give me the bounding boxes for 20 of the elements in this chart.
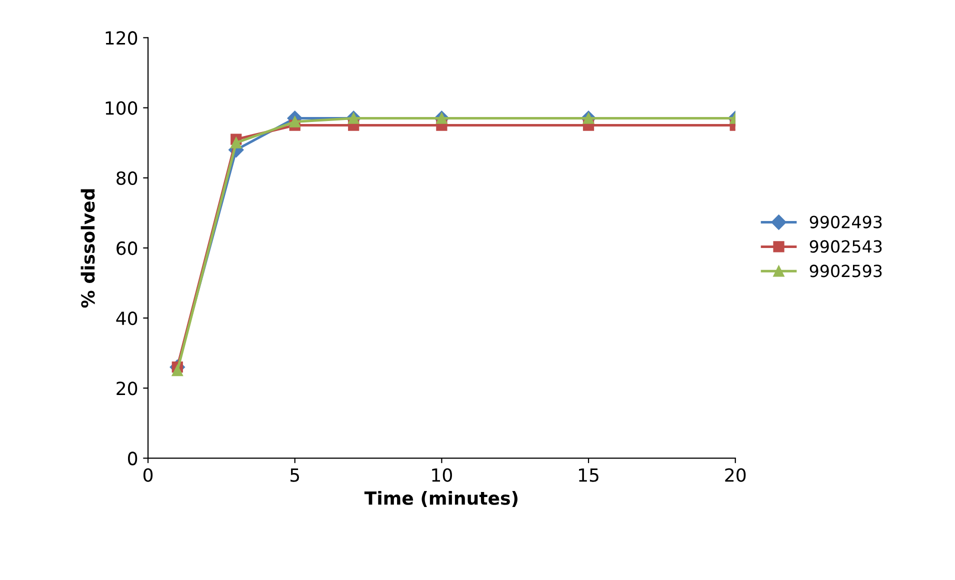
legend-label: 9902543 [810, 240, 882, 253]
y-tick-label: 100 [106, 101, 138, 115]
y-tick-label: 20 [116, 382, 138, 396]
y-tick-label: 0 [128, 452, 138, 466]
point [172, 365, 183, 376]
legend-label: 9902593 [810, 264, 882, 278]
y-tick-label: 60 [116, 241, 138, 256]
x-tick-label: 10 [432, 468, 452, 482]
x-tick-label: 5 [290, 468, 300, 482]
y-axis-title: % dissolved [80, 189, 95, 308]
point [230, 137, 242, 148]
y-tick-label: 40 [116, 311, 138, 326]
x-tick-label: 20 [725, 468, 746, 482]
x-tick-label: 0 [143, 468, 153, 482]
y-tick-label: 120 [106, 31, 138, 45]
point [289, 116, 300, 128]
x-axis-title: Time (minutes) [364, 490, 518, 508]
legend-label: 9902493 [810, 216, 882, 228]
x-tick-label: 15 [579, 468, 598, 482]
y-tick-label: 80 [116, 171, 138, 185]
